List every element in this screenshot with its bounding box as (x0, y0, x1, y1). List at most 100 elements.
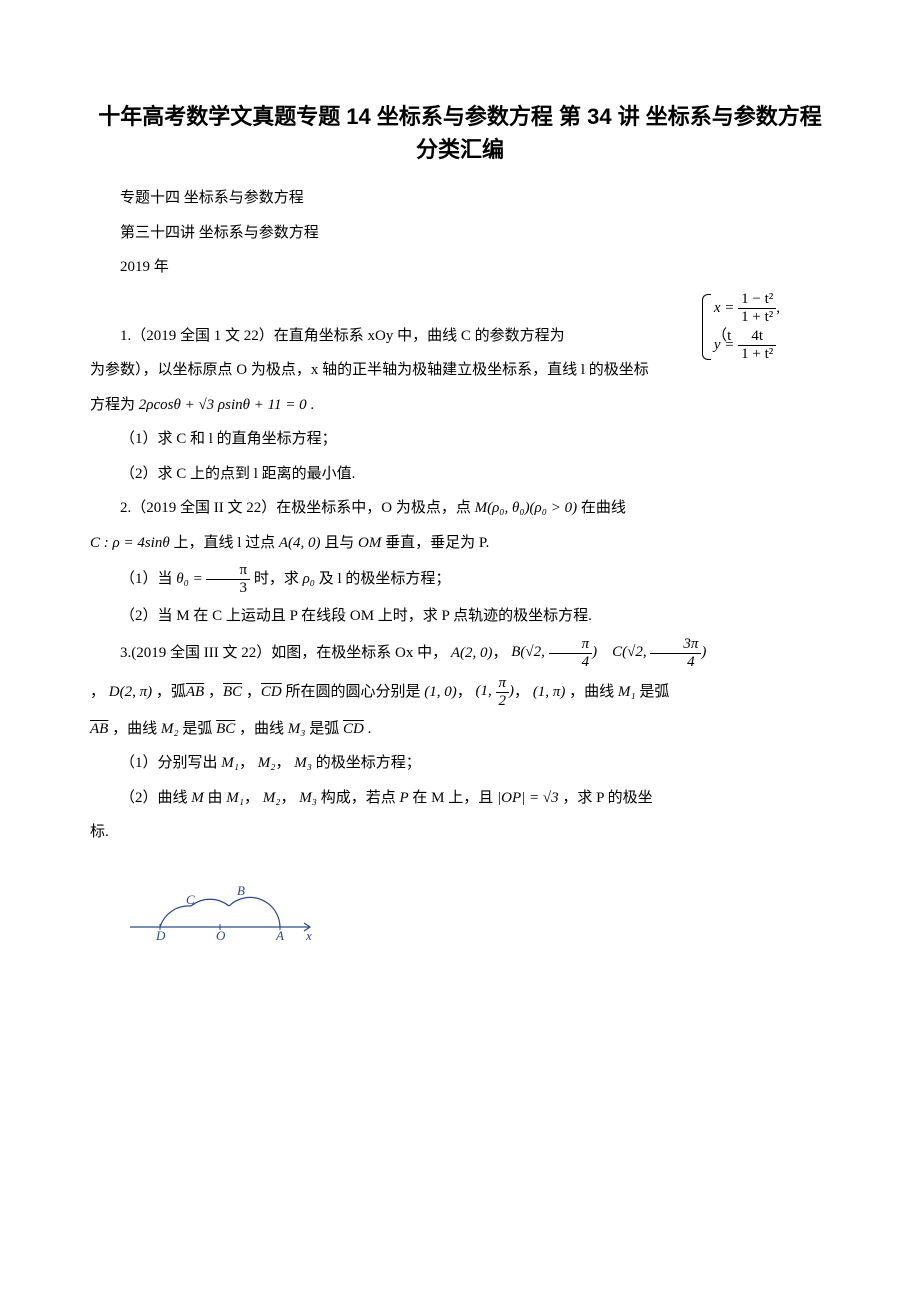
q3-c-post: ) (701, 644, 706, 660)
q3-s2-m3: M₃ (299, 790, 317, 806)
q3-s2-mid2: 构成，若点 (321, 790, 396, 806)
q2-om: OM (358, 535, 381, 551)
q3-b-post: ) (592, 644, 597, 660)
q3-l2d: ， (246, 683, 261, 699)
q1-t-suffix: （t (712, 328, 731, 344)
q3-s2-mid3: 在 M 上，且 (412, 790, 493, 806)
q3-arc-ab: AB (186, 683, 204, 699)
q3-l3g: CD (343, 721, 364, 737)
diagram-label-x: x (305, 928, 312, 943)
q3-s1-c2: ， (275, 755, 290, 771)
q2-a: A(4, 0) (279, 535, 321, 551)
q3-c-pre: C(√2, (612, 644, 650, 660)
page-title: 十年高考数学文真题专题 14 坐标系与参数方程 第 34 讲 坐标系与参数方程分… (90, 100, 830, 166)
q3-l3c: 是弧 (182, 721, 212, 737)
q3-b-den: 4 (549, 654, 593, 670)
q3-s2-c1: ， (244, 790, 259, 806)
q3-s2-m: M (191, 790, 204, 806)
q3-c-num: 3π (650, 637, 701, 654)
q2-sub1-pre: （1）当 (120, 571, 173, 587)
q1-sub2: （2）求 C 上的点到 l 距离的最小值. (90, 460, 830, 489)
q2-line2: C : ρ = 4sinθ 上，直线 l 过点 A(4, 0) 且与 OM 垂直… (90, 529, 830, 558)
q1-line1: 1.（2019 全国 1 文 22）在直角坐标系 xOy 中，曲线 C 的参数方… (90, 322, 830, 351)
diagram-label-b: B (237, 883, 245, 898)
diagram-label-c: C (186, 892, 195, 907)
q3-m3-a: M₃ (288, 721, 306, 737)
q3-diagram: B C D O A x (120, 857, 830, 958)
diagram-label-o: O (216, 928, 226, 943)
q3-sub1: （1）分别写出 M₁， M₂， M₃ 的极坐标方程； (90, 749, 830, 778)
q3-c2-den: 2 (496, 693, 510, 709)
q3-c2-num: π (496, 676, 510, 693)
q3-s2-op: |OP| = √3 (497, 790, 559, 806)
q1-line3-pre: 方程为 (90, 397, 135, 413)
q2-pi-den: 3 (206, 580, 250, 596)
q2-line1: 2.（2019 全国 II 文 22）在极坐标系中，O 为极点，点 M(ρ₀, … (90, 494, 830, 523)
q2-line2b: 上，直线 l 过点 (173, 535, 275, 551)
q3-s2-pre: （2）曲线 (120, 790, 188, 806)
q3-center3: (1, π) (533, 683, 566, 699)
q3-s2-m2: M₂ (263, 790, 281, 806)
q2-sub1: （1）当 θ₀ = π3 时，求 ρ₀ 及 l 的极坐标方程； (90, 563, 830, 596)
q3-c2-pre: (1, (476, 683, 496, 699)
subtitle-2: 第三十四讲 坐标系与参数方程 (90, 219, 830, 248)
q3-l3d: BC (216, 721, 235, 737)
q3-m2-a: M₂ (161, 721, 179, 737)
q3-line1a: 3.(2019 全国 III 文 22）如图，在极坐标系 Ox 中， (120, 644, 447, 660)
q2-line1b: 在曲线 (581, 500, 626, 516)
q2-line2c: 且与 (324, 535, 354, 551)
q3-a: A(2, 0) (451, 644, 493, 660)
q3-line3: AB ，曲线 M₂ 是弧 BC ，曲线 M₃ 是弧 CD . (90, 715, 830, 744)
q3-b-num: π (549, 637, 593, 654)
q3-s1-c1: ， (239, 755, 254, 771)
q3-l3h: . (368, 721, 372, 737)
q3-s2-p: P (399, 790, 408, 806)
q3-l3b: ，曲线 (112, 721, 157, 737)
q3-d: D(2, π) (109, 683, 152, 699)
q1-sub1: （1）求 C 和 l 的直角坐标方程； (90, 425, 830, 454)
q1-line3-post: . (310, 397, 314, 413)
q2-sub1-mid: 时，求 (254, 571, 299, 587)
q3-s1-m1: M₁ (221, 755, 239, 771)
year-label: 2019 年 (90, 253, 830, 282)
diagram-label-a: A (275, 928, 284, 943)
q2-sub1-post: 及 l 的极坐标方程； (319, 571, 451, 587)
q3-s2-mid4: ，求 P 的极坐 (562, 790, 652, 806)
q3-l3e: ，曲线 (239, 721, 284, 737)
q2-curve: C : ρ = 4sinθ (90, 535, 170, 551)
q1-line3: 方程为 2ρcosθ + √3 ρsinθ + 11 = 0 . (90, 391, 830, 420)
q3-c-den: 4 (650, 654, 701, 670)
q3-s2-m1: M₁ (226, 790, 244, 806)
q3-arc-cd: CD (261, 683, 282, 699)
q3-l3a: AB (90, 721, 108, 737)
q3-l2b: ，弧 (156, 683, 186, 699)
q3-arc-bc: BC (223, 683, 242, 699)
q3-l2a: ， (90, 683, 105, 699)
q3-l2e: 所在圆的圆心分别是 (286, 683, 421, 699)
q1-x-num: 1 − t² (738, 292, 776, 309)
q3-b-pre: B(√2, (511, 644, 548, 660)
q3-s2-mid1: 由 (208, 790, 223, 806)
q3-s1-post: 的极坐标方程； (316, 755, 421, 771)
q2-rho0: ρ₀ (303, 571, 315, 587)
q2-line1a: 2.（2019 全国 II 文 22）在极坐标系中，O 为极点，点 (120, 500, 471, 516)
q3-l2c: ， (208, 683, 223, 699)
q3-sub2-line2: 标. (90, 818, 830, 847)
q3-l2f: ，曲线 (569, 683, 614, 699)
q2-pi-num: π (206, 563, 250, 580)
q2-m-expr: M(ρ₀, θ₀)(ρ₀ > 0) (475, 500, 578, 516)
q1-x-eq: x = (714, 299, 738, 315)
q1-polar-eq: 2ρcosθ + √3 ρsinθ + 11 = 0 (139, 397, 307, 413)
q1-prefix: 1.（2019 全国 1 文 22）在直角坐标系 xOy 中，曲线 C 的参数方… (120, 328, 565, 344)
q3-s1-m2: M₂ (258, 755, 276, 771)
q2-theta0: θ₀ = (176, 571, 206, 587)
q3-l2g: 是弧 (639, 683, 669, 699)
q3-sub2: （2）曲线 M 由 M₁， M₂， M₃ 构成，若点 P 在 M 上，且 |OP… (90, 784, 830, 813)
q2-sub2: （2）当 M 在 C 上运动且 P 在线段 OM 上时，求 P 点轨迹的极坐标方… (90, 602, 830, 631)
q3-s2-c2: ， (280, 790, 295, 806)
q3-c2-post: ) (509, 683, 514, 699)
q1-line2: 为参数），以坐标原点 O 为极点，x 轴的正半轴为极轴建立极坐标系，直线 l 的… (90, 356, 830, 385)
q3-line1: 3.(2019 全国 III 文 22）如图，在极坐标系 Ox 中， A(2, … (90, 637, 830, 670)
q2-line2d: 垂直，垂足为 P. (385, 535, 489, 551)
q3-m1-a: M₁ (618, 683, 636, 699)
